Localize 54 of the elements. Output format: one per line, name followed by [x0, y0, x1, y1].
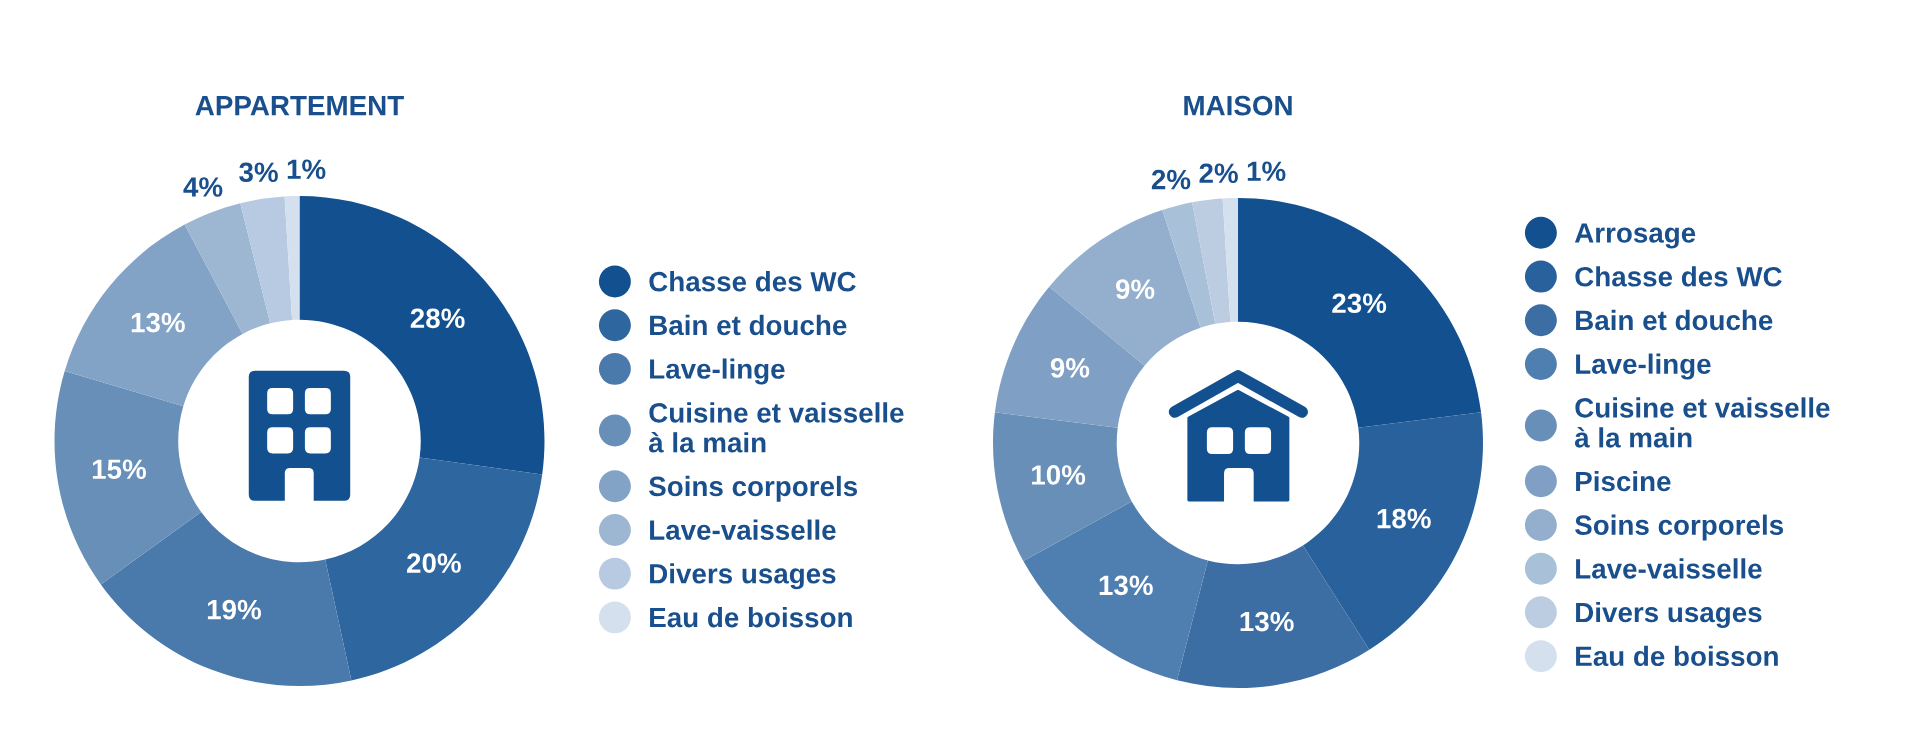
- legend-label: Arrosage: [1574, 223, 1696, 249]
- donut-slice: [240, 196, 293, 324]
- data-label: 15%: [92, 459, 146, 480]
- legend-label: Eau de boisson: [650, 606, 852, 628]
- data-label: 1%: [1247, 161, 1286, 182]
- data-label: 18%: [1377, 508, 1431, 529]
- donut-slice: [1192, 198, 1231, 324]
- legend-label: Lave-linge: [650, 358, 785, 385]
- data-label: 13%: [1240, 611, 1294, 632]
- donut-slice: [299, 196, 545, 475]
- donut-slice: [284, 196, 300, 320]
- data-label: 2%: [1199, 163, 1238, 184]
- data-label: 20%: [407, 553, 461, 573]
- data-label: 1%: [287, 159, 326, 180]
- data-label: 4%: [183, 177, 223, 197]
- data-label: 28%: [410, 308, 465, 329]
- chart-title: APPARTEMENT: [195, 96, 404, 116]
- donut-slice: [1222, 198, 1238, 322]
- data-label: 9%: [1050, 358, 1090, 378]
- legend-label: Divers usages: [650, 563, 836, 590]
- donut-slice: [1177, 545, 1370, 688]
- data-label: 13%: [131, 312, 185, 333]
- data-label: 23%: [1332, 293, 1387, 314]
- legend-label: Eau de boisson: [1576, 645, 1778, 667]
- donut-slice: [993, 412, 1132, 562]
- legend-label: Piscine: [1576, 470, 1671, 492]
- data-label: 10%: [1032, 465, 1086, 485]
- data-label: 3%: [239, 162, 278, 183]
- donut-slice: [1238, 198, 1482, 428]
- donut-slice: [1023, 501, 1208, 681]
- data-label: 9%: [1115, 279, 1155, 299]
- legend-label: Lave-linge: [1576, 353, 1711, 380]
- legend-label: Chasse des WC: [649, 271, 856, 292]
- data-label: 19%: [207, 599, 262, 620]
- data-label: 13%: [1099, 575, 1153, 596]
- data-label: 2%: [1151, 169, 1191, 190]
- donut-slice: [1162, 202, 1216, 328]
- donut-slice: [325, 457, 543, 681]
- legend-label: Lave-vaisselle: [1576, 558, 1762, 579]
- legend-label: Lave-vaisselle: [650, 519, 836, 540]
- legend-label: Cuisine et vaisselle à la main: [648, 402, 904, 453]
- legend-label: Soins corporels: [1575, 514, 1784, 541]
- donut-slice: [100, 511, 352, 686]
- legend-label: Bain et douche: [650, 314, 847, 336]
- donut-slice: [1302, 412, 1483, 650]
- legend-label: Divers usages: [1576, 601, 1762, 628]
- legend-label: Chasse des WC: [1575, 266, 1782, 287]
- donut-slice: [64, 224, 243, 407]
- donut-slice: [184, 203, 271, 334]
- legend-label: Cuisine et vaisselle à la main: [1574, 397, 1830, 448]
- legend-label: Bain et douche: [1576, 309, 1773, 331]
- donut-slice: [54, 371, 202, 585]
- legend-label: Soins corporels: [649, 475, 858, 502]
- chart-title: MAISON: [1184, 95, 1292, 116]
